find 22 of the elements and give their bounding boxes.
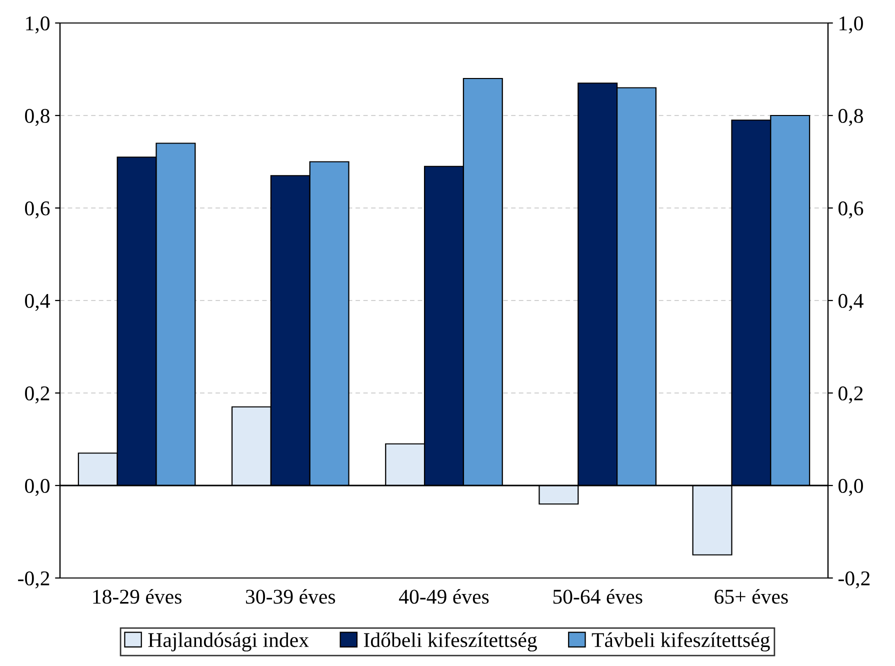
y2-tick-label: 0,4 bbox=[838, 294, 864, 311]
y-tick-label: 0,0 bbox=[25, 478, 50, 496]
x-tick-label: 65+ éves bbox=[714, 589, 788, 604]
y2-tick-label: -0,2 bbox=[838, 571, 870, 588]
legend-label: Időbeli kifeszítettség bbox=[364, 632, 537, 652]
y2-tick-label: 1,0 bbox=[840, 16, 863, 34]
y2-tick-label: 0,8 bbox=[838, 108, 863, 126]
legend-label: Távbeli kifeszítettség bbox=[592, 632, 770, 652]
legend-label: Hajlandósági index bbox=[148, 632, 309, 652]
y-tick-label: 0,4 bbox=[25, 294, 50, 311]
y2-tick-label: 0,2 bbox=[838, 386, 863, 404]
x-tick-label: 30-39 éves bbox=[246, 589, 336, 604]
y2-tick-label: 0,0 bbox=[838, 478, 863, 496]
y-tick-label: 0,6 bbox=[25, 201, 50, 218]
y2-tick-label: 0,6 bbox=[838, 201, 864, 218]
x-tick-label: 18-29 éves bbox=[93, 589, 182, 604]
x-tick-label: 40-49 éves bbox=[398, 589, 489, 604]
y-tick-label: 0,8 bbox=[25, 108, 50, 126]
y-tick-label: 1,0 bbox=[26, 16, 50, 34]
y-tick-label: -0,2 bbox=[18, 571, 50, 588]
x-tick-label: 50-64 éves bbox=[553, 589, 642, 604]
y-tick-label: 0,2 bbox=[25, 386, 50, 404]
